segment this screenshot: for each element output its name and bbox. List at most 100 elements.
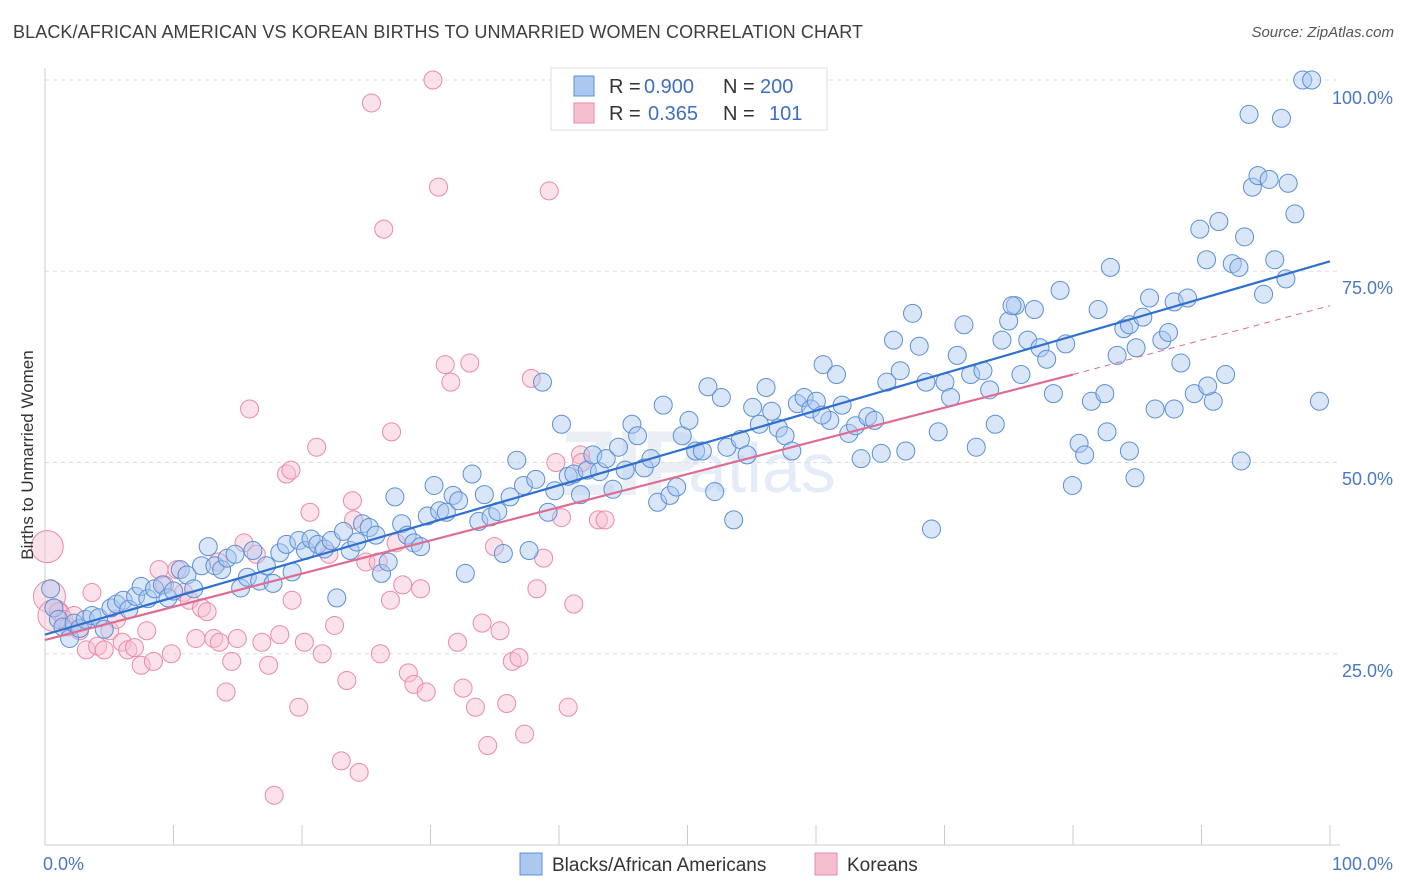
black-point	[1231, 451, 1251, 471]
black-point	[192, 556, 212, 576]
black-point	[1302, 70, 1322, 90]
black-point	[1126, 338, 1146, 358]
black-point	[443, 485, 463, 505]
korean-point	[595, 510, 615, 530]
korean-point	[441, 372, 461, 392]
legend-r-value-2: 0.365	[648, 103, 698, 125]
trend-lines	[44, 260, 1331, 642]
black-point	[1037, 349, 1057, 369]
legend-n-value-1: 200	[760, 76, 793, 98]
black-point	[679, 410, 699, 430]
legend-n-label-1: N =	[723, 76, 755, 98]
black-point	[417, 506, 437, 526]
korean-point	[264, 785, 284, 805]
black-point	[1100, 257, 1120, 277]
black-point	[276, 534, 296, 554]
korean-point	[222, 651, 242, 671]
black-point	[628, 426, 648, 446]
black-point	[41, 579, 61, 599]
black-point	[1248, 166, 1268, 186]
black-point	[551, 414, 571, 434]
black-point	[794, 387, 814, 407]
korean-point	[349, 762, 369, 782]
korean-point	[527, 579, 547, 599]
black-point	[1309, 391, 1329, 411]
korean-point	[546, 453, 566, 472]
black-point	[896, 441, 916, 461]
black-point	[1133, 307, 1153, 327]
korean-point	[361, 93, 381, 113]
black-point	[1239, 104, 1259, 124]
korean-point	[94, 640, 114, 660]
black-point	[256, 556, 276, 576]
black-point	[198, 537, 218, 557]
korean-point	[398, 663, 418, 683]
korean-point	[289, 697, 309, 717]
black-point	[327, 588, 347, 608]
korean-point	[197, 602, 217, 622]
korean-point	[521, 368, 541, 388]
black-point	[947, 345, 967, 365]
korean-point	[294, 632, 314, 652]
y-tick-100: 100.0%	[1332, 88, 1393, 108]
black-point	[372, 563, 392, 583]
korean-point	[143, 651, 163, 671]
korean-point	[342, 491, 362, 511]
korean-point	[331, 751, 351, 771]
black-point	[1011, 365, 1031, 385]
black-point	[1159, 322, 1179, 342]
black-point	[1216, 365, 1236, 385]
y-tick-25: 25.0%	[1342, 661, 1393, 681]
y-axis-label: Births to Unmarried Women	[18, 350, 37, 559]
x-tick-right: 100.0%	[1332, 854, 1393, 874]
korean-point	[564, 594, 584, 614]
black-point	[954, 315, 974, 335]
black-point	[177, 565, 197, 585]
black-point	[851, 449, 871, 469]
black-point	[1145, 399, 1165, 419]
black-point	[493, 544, 513, 564]
gridlines	[45, 79, 1340, 655]
black-point	[698, 377, 718, 397]
black-point	[1088, 300, 1108, 319]
korean-point	[515, 724, 535, 744]
legend-swatch-pink	[573, 102, 595, 124]
black-point	[922, 519, 942, 539]
black-point	[1043, 384, 1063, 404]
black-point	[871, 443, 891, 463]
black-point	[985, 414, 1005, 434]
bottom-legend-swatch-pink	[814, 852, 838, 876]
korean-point	[370, 644, 390, 664]
black-point	[622, 414, 642, 434]
black-point	[992, 330, 1012, 350]
black-point	[532, 372, 552, 392]
black-point	[366, 525, 386, 545]
korean-point	[497, 693, 517, 713]
black-trend-line	[44, 260, 1331, 636]
korean-point	[204, 628, 224, 648]
korean-points	[30, 70, 615, 805]
black-points	[41, 70, 1329, 648]
black-point	[653, 395, 673, 415]
korean-point	[312, 644, 332, 664]
black-point	[1119, 441, 1139, 461]
korean-point	[227, 628, 247, 648]
black-point	[1164, 399, 1184, 419]
black-point	[909, 336, 929, 356]
black-point	[1285, 204, 1305, 224]
black-point	[648, 492, 668, 512]
korean-point	[472, 613, 492, 633]
korean-point	[416, 682, 436, 702]
black-point	[609, 437, 629, 457]
black-point	[1271, 108, 1291, 128]
korean-point	[131, 655, 151, 675]
korean-point	[453, 678, 473, 698]
legend-r-value-1: 0.900	[644, 76, 694, 98]
black-point	[1259, 169, 1279, 189]
black-point	[1152, 330, 1172, 350]
korean-point	[270, 625, 290, 645]
source-credit: Source: ZipAtlas.com	[1251, 24, 1394, 41]
black-point	[1197, 250, 1217, 270]
x-tick-left: 0.0%	[43, 854, 84, 874]
